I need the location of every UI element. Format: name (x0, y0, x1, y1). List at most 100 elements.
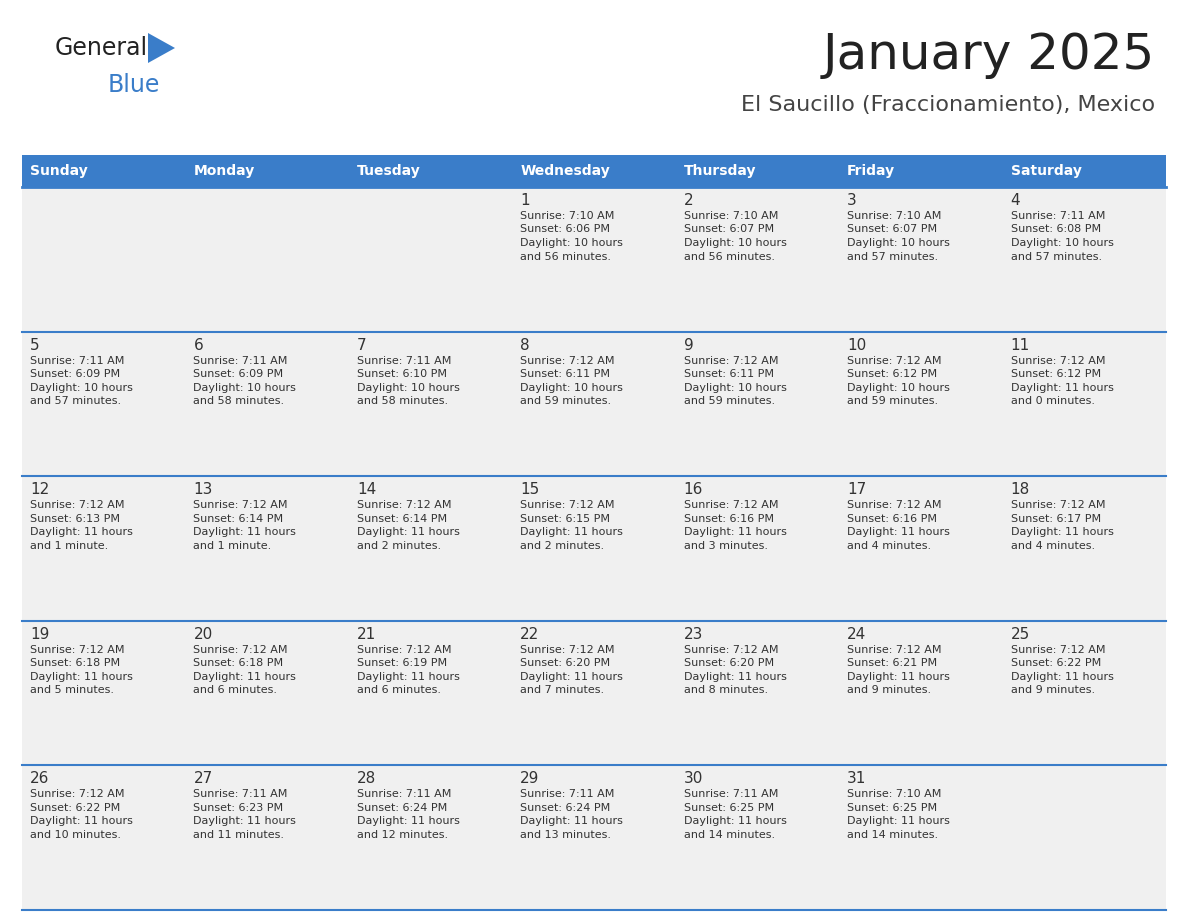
Text: 20: 20 (194, 627, 213, 642)
Text: Sunday: Sunday (30, 164, 88, 178)
Text: 15: 15 (520, 482, 539, 498)
Text: Sunset: 6:24 PM: Sunset: 6:24 PM (520, 803, 611, 813)
Text: General: General (55, 36, 148, 60)
Text: Sunset: 6:20 PM: Sunset: 6:20 PM (684, 658, 773, 668)
Text: Sunset: 6:11 PM: Sunset: 6:11 PM (684, 369, 773, 379)
Text: 27: 27 (194, 771, 213, 787)
Text: Daylight: 11 hours: Daylight: 11 hours (194, 672, 296, 682)
Text: Sunset: 6:25 PM: Sunset: 6:25 PM (684, 803, 773, 813)
Text: Sunrise: 7:12 AM: Sunrise: 7:12 AM (847, 500, 942, 510)
Text: Monday: Monday (194, 164, 254, 178)
Text: 19: 19 (30, 627, 50, 642)
Bar (23, 155, 1165, 187)
Bar (839, 476, 1003, 621)
Bar (349, 187, 512, 331)
Bar (512, 187, 676, 331)
Text: Sunset: 6:06 PM: Sunset: 6:06 PM (520, 225, 611, 234)
Bar (839, 621, 1003, 766)
Bar (23, 187, 185, 331)
Bar (676, 621, 839, 766)
Text: 30: 30 (684, 771, 703, 787)
Bar (1003, 766, 1165, 910)
Text: Daylight: 11 hours: Daylight: 11 hours (30, 672, 133, 682)
Text: Daylight: 11 hours: Daylight: 11 hours (194, 527, 296, 537)
Text: and 14 minutes.: and 14 minutes. (847, 830, 939, 840)
Bar (349, 766, 512, 910)
Polygon shape (148, 33, 175, 63)
Text: 3: 3 (847, 193, 857, 208)
Text: and 56 minutes.: and 56 minutes. (684, 252, 775, 262)
Text: 23: 23 (684, 627, 703, 642)
Text: and 0 minutes.: and 0 minutes. (1011, 396, 1094, 406)
Text: Wednesday: Wednesday (520, 164, 609, 178)
Text: 16: 16 (684, 482, 703, 498)
Text: Sunrise: 7:11 AM: Sunrise: 7:11 AM (194, 789, 287, 800)
Text: Sunrise: 7:12 AM: Sunrise: 7:12 AM (684, 355, 778, 365)
Bar (512, 766, 676, 910)
Text: 6: 6 (194, 338, 203, 353)
Bar (1003, 331, 1165, 476)
Text: and 9 minutes.: and 9 minutes. (847, 686, 931, 695)
Bar (23, 766, 185, 910)
Text: Daylight: 10 hours: Daylight: 10 hours (30, 383, 133, 393)
Text: and 11 minutes.: and 11 minutes. (194, 830, 284, 840)
Text: 13: 13 (194, 482, 213, 498)
Text: Sunset: 6:09 PM: Sunset: 6:09 PM (194, 369, 284, 379)
Text: 11: 11 (1011, 338, 1030, 353)
Text: 25: 25 (1011, 627, 1030, 642)
Text: Daylight: 10 hours: Daylight: 10 hours (684, 238, 786, 248)
Text: 17: 17 (847, 482, 866, 498)
Text: Sunrise: 7:12 AM: Sunrise: 7:12 AM (520, 355, 614, 365)
Text: Daylight: 11 hours: Daylight: 11 hours (684, 527, 786, 537)
Text: Sunrise: 7:12 AM: Sunrise: 7:12 AM (1011, 644, 1105, 655)
Text: Daylight: 10 hours: Daylight: 10 hours (847, 238, 950, 248)
Text: Daylight: 11 hours: Daylight: 11 hours (1011, 672, 1113, 682)
Text: Sunset: 6:24 PM: Sunset: 6:24 PM (356, 803, 447, 813)
Text: and 4 minutes.: and 4 minutes. (1011, 541, 1094, 551)
Text: Sunrise: 7:12 AM: Sunrise: 7:12 AM (30, 500, 125, 510)
Bar (512, 476, 676, 621)
Bar (1003, 621, 1165, 766)
Bar (839, 766, 1003, 910)
Text: Sunrise: 7:12 AM: Sunrise: 7:12 AM (194, 644, 287, 655)
Text: Sunrise: 7:12 AM: Sunrise: 7:12 AM (30, 644, 125, 655)
Bar (185, 766, 349, 910)
Text: and 2 minutes.: and 2 minutes. (356, 541, 441, 551)
Text: Sunrise: 7:11 AM: Sunrise: 7:11 AM (194, 355, 287, 365)
Text: and 59 minutes.: and 59 minutes. (684, 396, 775, 406)
Text: Sunset: 6:12 PM: Sunset: 6:12 PM (847, 369, 937, 379)
Text: Sunrise: 7:11 AM: Sunrise: 7:11 AM (356, 355, 451, 365)
Text: Friday: Friday (847, 164, 896, 178)
Text: Sunrise: 7:11 AM: Sunrise: 7:11 AM (520, 789, 614, 800)
Text: Sunset: 6:18 PM: Sunset: 6:18 PM (194, 658, 284, 668)
Text: Sunset: 6:07 PM: Sunset: 6:07 PM (684, 225, 773, 234)
Text: Daylight: 11 hours: Daylight: 11 hours (356, 816, 460, 826)
Text: Sunset: 6:10 PM: Sunset: 6:10 PM (356, 369, 447, 379)
Text: Sunrise: 7:12 AM: Sunrise: 7:12 AM (30, 789, 125, 800)
Bar (676, 476, 839, 621)
Text: Daylight: 11 hours: Daylight: 11 hours (30, 816, 133, 826)
Text: Daylight: 11 hours: Daylight: 11 hours (684, 816, 786, 826)
Text: Sunrise: 7:12 AM: Sunrise: 7:12 AM (684, 500, 778, 510)
Text: Daylight: 10 hours: Daylight: 10 hours (847, 383, 950, 393)
Text: Daylight: 11 hours: Daylight: 11 hours (356, 672, 460, 682)
Text: Daylight: 11 hours: Daylight: 11 hours (520, 527, 624, 537)
Text: 7: 7 (356, 338, 366, 353)
Bar (349, 331, 512, 476)
Text: Sunrise: 7:12 AM: Sunrise: 7:12 AM (356, 644, 451, 655)
Text: Daylight: 10 hours: Daylight: 10 hours (1011, 238, 1113, 248)
Text: Sunrise: 7:12 AM: Sunrise: 7:12 AM (1011, 355, 1105, 365)
Text: and 57 minutes.: and 57 minutes. (847, 252, 939, 262)
Text: 5: 5 (30, 338, 39, 353)
Text: and 59 minutes.: and 59 minutes. (847, 396, 939, 406)
Bar (512, 621, 676, 766)
Text: Daylight: 11 hours: Daylight: 11 hours (684, 672, 786, 682)
Text: Sunset: 6:12 PM: Sunset: 6:12 PM (1011, 369, 1101, 379)
Text: Sunset: 6:19 PM: Sunset: 6:19 PM (356, 658, 447, 668)
Text: Sunrise: 7:11 AM: Sunrise: 7:11 AM (684, 789, 778, 800)
Text: Daylight: 11 hours: Daylight: 11 hours (520, 816, 624, 826)
Text: and 4 minutes.: and 4 minutes. (847, 541, 931, 551)
Text: Sunset: 6:16 PM: Sunset: 6:16 PM (847, 514, 937, 523)
Bar (676, 331, 839, 476)
Text: Sunrise: 7:11 AM: Sunrise: 7:11 AM (356, 789, 451, 800)
